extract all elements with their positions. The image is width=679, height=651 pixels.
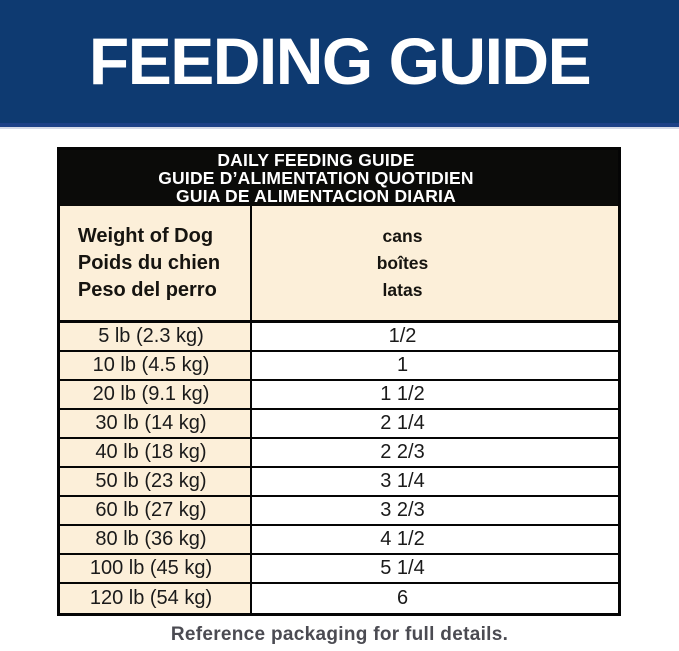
cans-cell: 1/2	[252, 323, 618, 350]
weight-header-en: Weight of Dog	[77, 224, 214, 247]
cans-cell: 2 2/3	[252, 439, 618, 466]
table-row: 30 lb (14 kg) 2 1/4	[60, 410, 618, 439]
cans-cell: 3 2/3	[252, 497, 618, 524]
column-header-row: Weight of Dog Poids du chien Peso del pe…	[60, 206, 618, 323]
cans-header-en: cans	[382, 225, 423, 246]
weight-cell: 40 lb (18 kg)	[60, 439, 252, 466]
weight-cell: 5 lb (2.3 kg)	[60, 323, 252, 350]
table-title-es: GUIA DE ALIMENTACION DIARIA	[176, 186, 456, 206]
cans-cell: 1	[252, 352, 618, 379]
table-row: 10 lb (4.5 kg) 1	[60, 352, 618, 381]
table-row: 120 lb (54 kg) 6	[60, 584, 618, 613]
weight-cell: 80 lb (36 kg)	[60, 526, 252, 553]
weight-column-header: Weight of Dog Poids du chien Peso del pe…	[60, 206, 252, 320]
cans-cell: 3 1/4	[252, 468, 618, 495]
table-title-fr: GUIDE D’ALIMENTATION QUOTIDIEN	[158, 168, 474, 188]
footer-note: Reference packaging for full details.	[170, 624, 509, 645]
weight-cell: 100 lb (45 kg)	[60, 555, 252, 582]
table-row: 20 lb (9.1 kg) 1 1/2	[60, 381, 618, 410]
table-row: 50 lb (23 kg) 3 1/4	[60, 468, 618, 497]
weight-cell: 50 lb (23 kg)	[60, 468, 252, 495]
table-row: 60 lb (27 kg) 3 2/3	[60, 497, 618, 526]
feeding-guide-banner: FEEDING GUIDE	[0, 0, 679, 127]
weight-cell: 120 lb (54 kg)	[60, 584, 252, 613]
cans-cell: 2 1/4	[252, 410, 618, 437]
weight-header-es: Peso del perro	[77, 278, 217, 301]
table-title-en: DAILY FEEDING GUIDE	[217, 150, 415, 170]
daily-feeding-guide-table: DAILY FEEDING GUIDE GUIDE D’ALIMENTATION…	[57, 147, 621, 616]
cans-header-fr: boîtes	[376, 252, 429, 273]
cans-cell: 4 1/2	[252, 526, 618, 553]
rows-container: 5 lb (2.3 kg) 1/2 10 lb (4.5 kg) 1 20 lb…	[60, 323, 618, 613]
table-title-band: DAILY FEEDING GUIDE GUIDE D’ALIMENTATION…	[60, 150, 618, 206]
weight-cell: 10 lb (4.5 kg)	[60, 352, 252, 379]
banner-title: FEEDING GUIDE	[88, 23, 592, 98]
cans-header-es: latas	[382, 279, 423, 300]
cans-cell: 5 1/4	[252, 555, 618, 582]
cans-cell: 6	[252, 584, 618, 613]
weight-cell: 30 lb (14 kg)	[60, 410, 252, 437]
cans-cell: 1 1/2	[252, 381, 618, 408]
cans-column-header: cans boîtes latas	[252, 206, 618, 320]
table-row: 80 lb (36 kg) 4 1/2	[60, 526, 618, 555]
table-row: 100 lb (45 kg) 5 1/4	[60, 555, 618, 584]
weight-cell: 20 lb (9.1 kg)	[60, 381, 252, 408]
table-row: 40 lb (18 kg) 2 2/3	[60, 439, 618, 468]
weight-header-fr: Poids du chien	[77, 251, 221, 274]
table-row: 5 lb (2.3 kg) 1/2	[60, 323, 618, 352]
weight-cell: 60 lb (27 kg)	[60, 497, 252, 524]
